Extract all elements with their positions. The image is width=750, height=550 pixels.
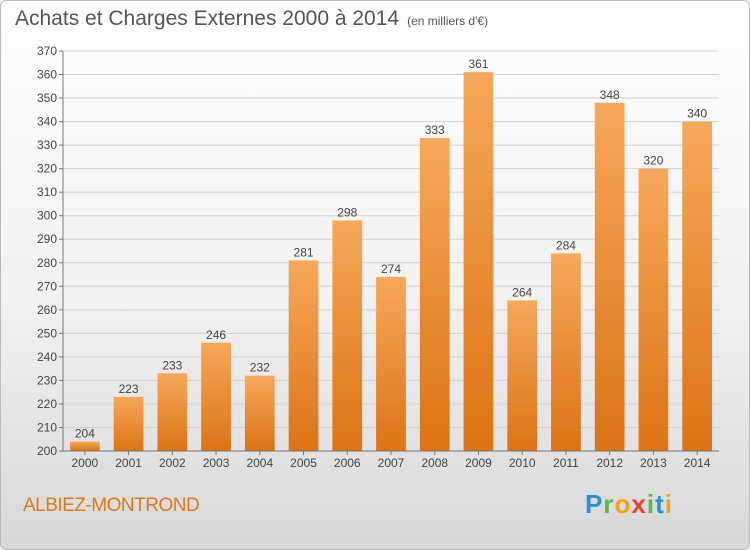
bar-value-label: 246	[206, 328, 226, 342]
bar-value-label: 348	[600, 88, 620, 102]
y-tick-label: 320	[37, 162, 57, 176]
y-tick-label: 290	[37, 232, 57, 246]
bar-value-label: 340	[687, 107, 707, 121]
y-tick-label: 240	[37, 350, 57, 364]
x-tick-label: 2006	[334, 456, 361, 470]
bar	[463, 72, 494, 452]
x-tick-label: 2014	[684, 456, 711, 470]
bar-value-label: 233	[162, 358, 182, 372]
bar-value-label: 284	[556, 238, 576, 252]
logo-letter: o	[614, 489, 632, 519]
y-tick-label: 230	[37, 373, 57, 387]
logo-letter: t	[655, 489, 665, 519]
y-tick-label: 310	[37, 185, 57, 199]
bar-value-label: 274	[381, 262, 401, 276]
y-tick-label: 200	[37, 444, 57, 458]
chart-title-text: Achats et Charges Externes 2000 à 2014	[15, 7, 400, 30]
bar-value-label: 361	[468, 57, 488, 71]
bar-value-label: 232	[250, 361, 270, 375]
y-tick-label: 360	[37, 68, 57, 82]
bar	[682, 121, 713, 452]
x-tick-label: 2010	[509, 456, 536, 470]
data-labels: 204 223 233 246 232 281 298 274 333 361 264 284 348 3…	[75, 57, 708, 440]
bar-value-label: 281	[294, 245, 314, 259]
x-tick-label: 2008	[421, 456, 448, 470]
bar	[551, 253, 581, 451]
x-tick-label: 2013	[640, 456, 667, 470]
bar-value-label: 333	[425, 123, 445, 137]
bar	[157, 373, 188, 451]
y-tick-label: 280	[37, 256, 57, 270]
bar-value-label: 204	[75, 427, 95, 441]
logo-letter: r	[603, 489, 615, 519]
y-tick-label: 220	[37, 397, 57, 411]
logo-letter: i	[664, 489, 673, 519]
bar	[507, 300, 538, 451]
x-tick-label: 2005	[290, 456, 317, 470]
logo-letter: i	[646, 489, 656, 519]
bar	[244, 375, 275, 451]
bar	[113, 396, 144, 451]
bar-value-label: 298	[337, 205, 357, 219]
bar	[69, 441, 100, 451]
bar	[638, 168, 669, 451]
bar	[419, 138, 450, 451]
x-tick-label: 2011	[553, 456, 579, 470]
bar-value-label: 264	[512, 285, 532, 299]
x-tick-label: 2007	[378, 456, 405, 470]
bar	[594, 102, 625, 451]
x-tick-label: 2009	[465, 456, 492, 470]
x-axis-ticks: 2000 2001 2002 2003 2004 2005 2006 2007 2008 2009…	[72, 451, 711, 470]
bar-value-label: 320	[643, 154, 663, 168]
x-tick-label: 2004	[246, 456, 273, 470]
bar	[332, 220, 363, 451]
bar	[201, 342, 231, 451]
y-tick-label: 260	[37, 303, 57, 317]
proxiti-logo: Proxiti	[585, 489, 673, 520]
x-tick-label: 2012	[596, 456, 623, 470]
y-tick-label: 250	[37, 326, 57, 340]
y-tick-label: 300	[37, 209, 57, 223]
location-name: ALBIEZ-MONTROND	[23, 495, 200, 516]
bars	[69, 72, 713, 452]
y-tick-label: 330	[37, 138, 57, 152]
chart-title: Achats et Charges Externes 2000 à 2014 (e…	[15, 7, 488, 31]
logo-letter: P	[585, 489, 604, 519]
bar	[288, 260, 319, 451]
logo-letter: x	[631, 489, 647, 519]
x-tick-label: 2003	[203, 456, 230, 470]
x-tick-label: 2000	[72, 456, 99, 470]
bar	[376, 276, 406, 451]
y-tick-label: 270	[37, 279, 57, 293]
y-tick-label: 350	[37, 91, 57, 105]
y-tick-label: 370	[37, 44, 57, 58]
y-axis-ticks: 200 210 220 230 240 250 260 270 280 290 300 310 320 3…	[37, 44, 63, 458]
x-tick-label: 2002	[159, 456, 186, 470]
y-tick-label: 210	[37, 420, 57, 434]
x-tick-label: 2001	[115, 456, 142, 470]
bar-value-label: 223	[119, 382, 139, 396]
y-tick-label: 340	[37, 115, 57, 129]
chart-subtitle: (en milliers d'€)	[407, 14, 489, 28]
